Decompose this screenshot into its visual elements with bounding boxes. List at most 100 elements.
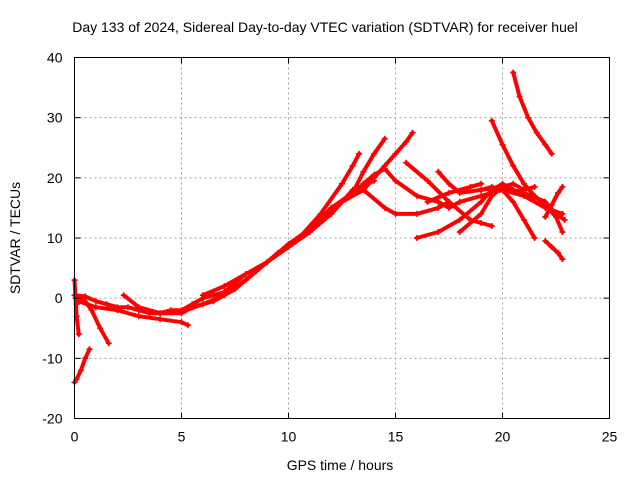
data-point-marker: [356, 150, 363, 157]
data-point-marker: [478, 220, 485, 226]
y-tick-label: 0: [55, 290, 63, 306]
data-point-marker: [125, 304, 131, 311]
x-tick-label: 25: [602, 429, 618, 445]
data-point-marker: [86, 346, 93, 353]
data-point-marker: [478, 198, 485, 205]
y-tick-label: 30: [47, 110, 63, 126]
data-point-marker: [392, 210, 399, 217]
data-point-marker: [360, 180, 367, 187]
series-line: [425, 181, 484, 204]
data-point-marker: [381, 135, 388, 142]
data-point-marker: [553, 213, 559, 220]
data-point-marker: [516, 93, 523, 100]
data-point-marker: [510, 69, 517, 76]
data-point-marker: [424, 177, 431, 184]
data-point-marker: [242, 277, 249, 284]
series-arc-8: [182, 186, 452, 314]
data-point-marker: [285, 241, 292, 247]
x-axis-label: GPS time / hours: [287, 457, 394, 473]
data-point-marker: [555, 189, 562, 196]
data-point-marker: [178, 319, 185, 326]
data-point-marker: [520, 180, 527, 187]
data-point-marker: [328, 210, 335, 217]
data-point-marker: [392, 150, 399, 157]
data-point-marker: [520, 186, 527, 193]
data-point-marker: [488, 117, 495, 124]
data-point-marker: [349, 189, 356, 196]
data-point-marker: [157, 316, 164, 323]
data-point-marker: [488, 183, 495, 190]
data-point-marker: [242, 271, 249, 278]
data-point-marker: [456, 229, 463, 235]
data-point-marker: [92, 304, 99, 311]
data-point-marker: [182, 307, 189, 314]
data-point-marker: [478, 180, 485, 187]
data-point-marker: [435, 198, 442, 205]
data-point-marker: [392, 177, 399, 184]
data-point-marker: [520, 216, 527, 223]
data-point-marker: [488, 192, 495, 199]
data-point-marker: [349, 162, 356, 169]
series-line: [543, 184, 565, 219]
data-point-marker: [339, 180, 345, 187]
data-point-marker: [82, 293, 89, 300]
data-point-marker: [360, 186, 367, 193]
series-line: [543, 239, 565, 262]
data-point-marker: [371, 150, 378, 157]
data-point-marker: [435, 204, 442, 211]
data-point-marker: [435, 229, 442, 235]
data-point-marker: [413, 192, 420, 199]
x-tick-label: 15: [388, 429, 404, 445]
chart-title: Day 133 of 2024, Sidereal Day-to-day VTE…: [72, 19, 578, 35]
data-point-marker: [559, 183, 566, 190]
series-arc-22: [424, 180, 485, 205]
series-arc-19: [478, 183, 538, 241]
series-arc-20: [542, 238, 566, 263]
data-point-marker: [210, 292, 217, 299]
data-point-marker: [456, 198, 463, 205]
data-point-marker: [467, 183, 474, 190]
series-arc-5: [75, 298, 191, 329]
series-arc-6: [120, 189, 356, 317]
data-point-marker: [531, 183, 538, 190]
data-point-marker: [221, 283, 228, 290]
data-point-marker: [561, 216, 568, 223]
y-tick-label: -10: [42, 350, 62, 366]
data-point-marker: [478, 210, 485, 217]
data-point-marker: [403, 159, 410, 166]
data-point-marker: [103, 301, 110, 308]
data-point-marker: [510, 162, 517, 169]
data-point-marker: [510, 198, 517, 205]
data-point-marker: [542, 238, 549, 244]
data-point-marker: [499, 141, 506, 148]
data-point-marker: [199, 301, 206, 308]
x-tick-label: 20: [495, 429, 511, 445]
data-point-marker: [478, 192, 485, 199]
data-point-marker: [105, 340, 112, 347]
data-point-marker: [424, 198, 431, 205]
data-point-marker: [92, 298, 99, 305]
data-point-marker: [548, 244, 555, 250]
data-point-marker: [446, 198, 452, 205]
data-point-marker: [88, 307, 95, 314]
data-point-marker: [157, 310, 164, 317]
data-point-marker: [413, 210, 420, 217]
data-point-marker: [178, 310, 185, 317]
x-tick-label: 5: [178, 429, 186, 445]
data-point-marker: [510, 180, 517, 187]
data-point-marker: [120, 292, 127, 299]
data-point-marker: [435, 168, 442, 175]
data-point-marker: [559, 210, 566, 217]
series-arc-18: [510, 69, 555, 157]
data-point-marker: [97, 325, 104, 332]
data-point-marker: [446, 180, 452, 187]
data-point-marker: [296, 235, 303, 241]
data-point-marker: [114, 307, 121, 314]
data-point-marker: [75, 298, 82, 305]
data-point-marker: [525, 114, 532, 121]
y-tick-label: 20: [47, 170, 63, 186]
data-point-marker: [559, 256, 566, 263]
data-point-marker: [135, 313, 142, 320]
x-tick-label: 10: [281, 429, 297, 445]
